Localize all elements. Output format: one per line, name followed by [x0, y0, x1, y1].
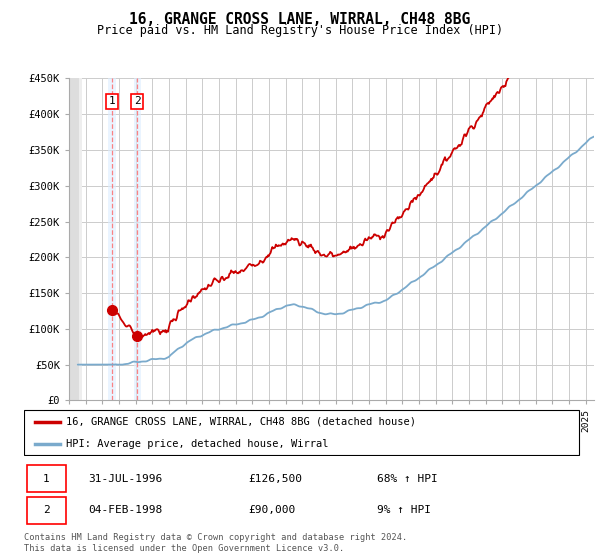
- Text: 16, GRANGE CROSS LANE, WIRRAL, CH48 8BG: 16, GRANGE CROSS LANE, WIRRAL, CH48 8BG: [130, 12, 470, 27]
- Text: 68% ↑ HPI: 68% ↑ HPI: [377, 474, 438, 484]
- Text: £126,500: £126,500: [248, 474, 302, 484]
- Bar: [134, 78, 140, 400]
- Text: 04-FEB-1998: 04-FEB-1998: [89, 505, 163, 515]
- Text: Contains HM Land Registry data © Crown copyright and database right 2024.
This d: Contains HM Land Registry data © Crown c…: [24, 533, 407, 553]
- FancyBboxPatch shape: [24, 410, 580, 455]
- Text: 2: 2: [134, 96, 140, 106]
- Text: 31-JUL-1996: 31-JUL-1996: [89, 474, 163, 484]
- Text: 16, GRANGE CROSS LANE, WIRRAL, CH48 8BG (detached house): 16, GRANGE CROSS LANE, WIRRAL, CH48 8BG …: [66, 417, 416, 427]
- FancyBboxPatch shape: [27, 465, 66, 492]
- Bar: [69, 78, 79, 400]
- Text: 1: 1: [43, 474, 50, 484]
- Text: £90,000: £90,000: [248, 505, 296, 515]
- Bar: [108, 78, 116, 400]
- Text: Price paid vs. HM Land Registry's House Price Index (HPI): Price paid vs. HM Land Registry's House …: [97, 24, 503, 37]
- Text: 9% ↑ HPI: 9% ↑ HPI: [377, 505, 431, 515]
- Bar: [79, 78, 82, 400]
- FancyBboxPatch shape: [27, 497, 66, 524]
- Text: HPI: Average price, detached house, Wirral: HPI: Average price, detached house, Wirr…: [66, 438, 329, 449]
- Text: 2: 2: [43, 505, 50, 515]
- Text: 1: 1: [109, 96, 115, 106]
